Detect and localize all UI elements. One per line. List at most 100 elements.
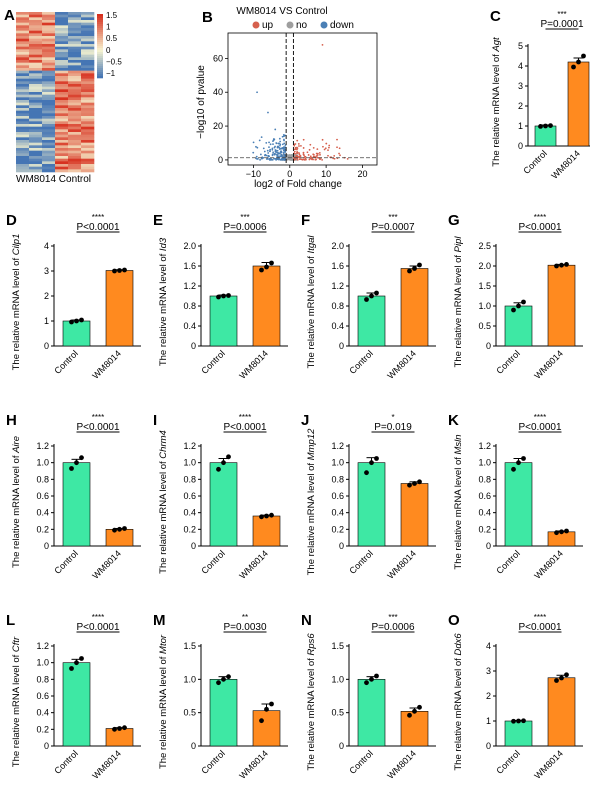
heatmap-cell bbox=[68, 166, 82, 170]
panel-letter: K bbox=[448, 412, 459, 429]
legend-label-up: up bbox=[262, 20, 274, 31]
heatmap-cell bbox=[16, 150, 30, 154]
heatmap-cell bbox=[16, 76, 30, 79]
bar-control bbox=[534, 125, 557, 147]
point-up bbox=[293, 150, 296, 153]
point-up bbox=[346, 157, 349, 160]
y-axis-label-gene: Chrm4 bbox=[158, 430, 169, 459]
heatmap-cell bbox=[29, 137, 43, 141]
heatmap-cell bbox=[29, 41, 43, 45]
y-axis-label-gene: Cilp1 bbox=[11, 234, 22, 256]
y-tick-label: 0.8 bbox=[478, 474, 491, 484]
point-up bbox=[328, 146, 330, 149]
panel-letter-a: A bbox=[4, 7, 15, 24]
heatmap-cell bbox=[42, 14, 56, 18]
heatmap-cell bbox=[42, 12, 56, 15]
heatmap-cell bbox=[81, 49, 95, 53]
heatmap-cell bbox=[29, 118, 43, 122]
heatmap-cell bbox=[81, 92, 95, 95]
panel-letter: F bbox=[301, 212, 310, 229]
volcano-ylabel: −log10 of pvalue bbox=[196, 65, 207, 139]
heatmap-cell bbox=[68, 49, 82, 53]
heatmap-cell bbox=[81, 57, 95, 61]
x-tick-label: WM8014 bbox=[532, 548, 565, 581]
bar-panel-m: M The relative mRNA level of Mtor 0 0.5 1.0 1… bbox=[153, 612, 288, 781]
legend-swatch bbox=[97, 40, 103, 43]
heatmap-cell bbox=[42, 68, 56, 71]
y-tick-label: 2 bbox=[518, 101, 523, 111]
y-tick-label: 1.0 bbox=[478, 301, 491, 311]
x-tick-label: Control bbox=[52, 548, 80, 576]
heatmap-cell bbox=[55, 140, 69, 143]
heatmap-cell bbox=[55, 156, 69, 159]
p-value-label: P<0.0001 bbox=[518, 222, 562, 233]
point-down bbox=[283, 149, 286, 152]
data-point bbox=[369, 293, 374, 299]
data-point bbox=[269, 260, 274, 266]
heatmap-cell bbox=[29, 156, 43, 159]
point-up bbox=[296, 147, 299, 150]
point-up bbox=[333, 154, 336, 157]
y-tick-label: 3 bbox=[44, 266, 49, 276]
data-point bbox=[516, 460, 521, 466]
data-point bbox=[374, 290, 379, 296]
legend-swatch bbox=[97, 36, 103, 39]
point-down bbox=[260, 136, 263, 139]
x-tick-label: Control bbox=[347, 748, 375, 776]
panel-letter: E bbox=[153, 212, 163, 229]
x-tick-label: Control bbox=[199, 348, 227, 376]
point-down bbox=[262, 147, 265, 150]
y-axis-label-gene: Aire bbox=[11, 436, 22, 454]
bar-control bbox=[357, 462, 386, 547]
heatmap-cell bbox=[81, 78, 95, 82]
data-point bbox=[576, 59, 581, 65]
point-outlier bbox=[321, 43, 324, 46]
heatmap-cell bbox=[68, 137, 82, 141]
y-tick-label: 1.5 bbox=[183, 641, 196, 651]
heatmap-cell bbox=[29, 54, 43, 58]
heatmap-cell bbox=[68, 54, 82, 58]
heatmap-cell bbox=[55, 164, 69, 167]
heatmap-cell bbox=[29, 158, 43, 162]
data-point bbox=[259, 718, 264, 724]
significance-stars: ** bbox=[242, 613, 248, 622]
point-down bbox=[269, 148, 272, 151]
point-up bbox=[322, 145, 324, 148]
heatmap-cell bbox=[16, 100, 30, 103]
heatmap-cell bbox=[42, 44, 56, 47]
point-outlier bbox=[267, 111, 269, 114]
point-up bbox=[298, 153, 301, 156]
heatmap-cell bbox=[55, 132, 69, 135]
point-down bbox=[281, 135, 284, 138]
data-point bbox=[412, 266, 417, 271]
bar-panel-g: G The relative mRNA level of Pipl 0 0.5 1.0 1… bbox=[448, 212, 583, 381]
heatmap-cell bbox=[68, 150, 82, 154]
heatmap-cell bbox=[16, 164, 30, 167]
heatmap-cell bbox=[68, 81, 82, 85]
heatmap-cell bbox=[55, 28, 69, 31]
point-down bbox=[276, 146, 279, 149]
heatmap-cell bbox=[42, 166, 56, 170]
heatmap-cell bbox=[68, 169, 82, 173]
heatmap-cell bbox=[55, 41, 69, 45]
heatmap-cell bbox=[16, 44, 30, 47]
bar-wm8014 bbox=[252, 710, 281, 747]
heatmap-cell bbox=[81, 28, 95, 31]
heatmap-cell bbox=[68, 108, 82, 111]
legend-swatch bbox=[97, 54, 103, 57]
point-down bbox=[272, 143, 274, 146]
point-down bbox=[281, 143, 284, 146]
heatmap-cell bbox=[42, 52, 56, 55]
legend-marker-no bbox=[286, 21, 294, 29]
heatmap-cell bbox=[16, 116, 30, 119]
heatmap-cell bbox=[29, 153, 43, 157]
x-tick-label: WM8014 bbox=[549, 148, 582, 181]
y-axis-label-prefix: The relative mRNA level of bbox=[491, 52, 502, 167]
point-up bbox=[293, 148, 296, 151]
heatmap-cell bbox=[68, 36, 82, 39]
y-tick-label: 0.4 bbox=[183, 508, 196, 518]
point-down bbox=[267, 158, 270, 160]
heatmap-cell bbox=[81, 100, 95, 103]
bar-wm8014 bbox=[252, 515, 281, 547]
panel-letter: G bbox=[448, 212, 460, 229]
